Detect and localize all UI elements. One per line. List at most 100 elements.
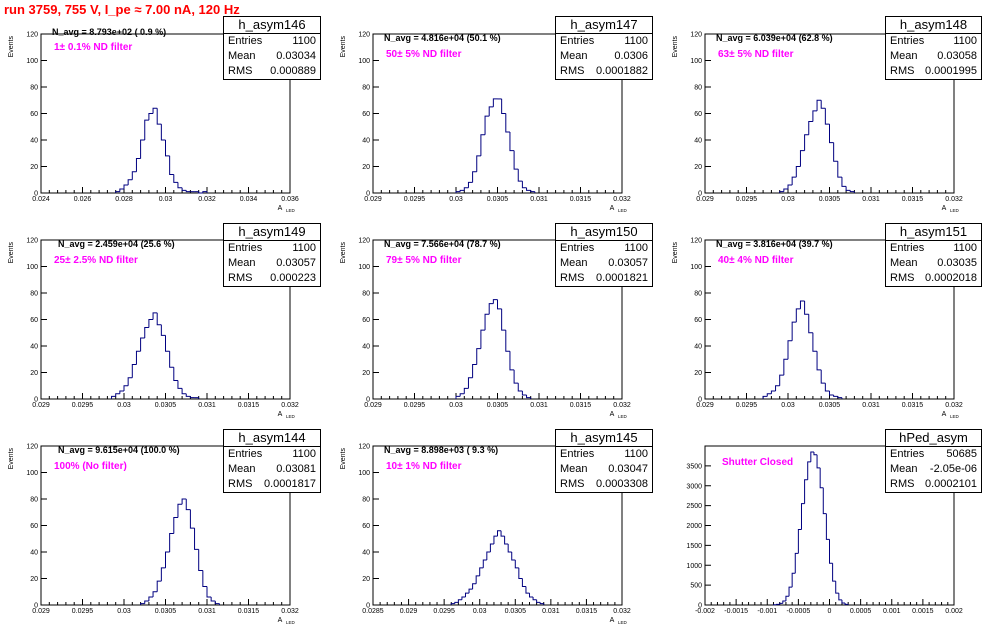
histogram-bin: [506, 114, 510, 133]
stats-label: Mean: [560, 49, 588, 64]
histogram-bin: [502, 99, 506, 114]
stats-label: RMS: [560, 477, 584, 492]
n-avg-label: N_avg = 9.615e+04 (100.0 %): [58, 445, 180, 455]
histogram-bin: [784, 359, 788, 375]
stats-value: 1100: [953, 34, 977, 49]
y-tick-label: 60: [694, 111, 702, 118]
stats-value: 1100: [624, 34, 648, 49]
histogram-bin: [473, 172, 477, 183]
histogram-bin: [788, 185, 792, 189]
x-tick-label: 0.032: [198, 196, 216, 203]
n-avg-label: N_avg = 3.816e+04 (39.7 %): [716, 239, 833, 249]
stats-label: RMS: [228, 477, 252, 492]
stats-value: 0.0002101: [925, 477, 977, 492]
x-axis-label: A: [278, 411, 283, 418]
histogram-bin: [817, 455, 820, 468]
histogram-bin: [846, 186, 850, 190]
n-avg-label: N_avg = 2.459e+04 (25.6 %): [58, 239, 175, 249]
y-tick-label: 60: [30, 523, 38, 530]
histogram-bin: [518, 169, 522, 181]
stats-label: Entries: [228, 241, 262, 256]
y-tick-label: 3500: [686, 463, 702, 470]
histogram-bin: [174, 518, 178, 534]
histogram-bin: [141, 140, 145, 159]
histogram-bins: [456, 99, 535, 193]
y-tick-label: 0: [698, 603, 702, 610]
histogram-bin: [477, 349, 481, 365]
y-tick-label: 0: [366, 603, 370, 610]
histogram-name: h_asym147: [556, 17, 652, 34]
histogram-name: h_asym150: [556, 224, 652, 241]
y-tick-label: 0: [698, 397, 702, 404]
histogram-bin: [821, 100, 825, 108]
x-axis-label: A: [278, 205, 283, 212]
filter-label: 25± 2.5% ND filter: [54, 255, 138, 266]
histogram-bin: [174, 174, 178, 182]
histogram-bin: [174, 367, 178, 380]
y-tick-label: 60: [694, 317, 702, 324]
x-axis-label-subscript: LED: [950, 414, 960, 419]
y-tick-label: 20: [30, 370, 38, 377]
stats-value: 0.0002018: [925, 271, 977, 286]
histogram-bin: [199, 192, 203, 193]
filter-label: 63± 5% ND filter: [718, 49, 794, 60]
histogram-bin: [809, 121, 813, 134]
histogram-bin: [820, 468, 823, 488]
stats-label: Mean: [890, 49, 918, 64]
x-tick-label: 0.03: [781, 402, 795, 409]
histogram-bin: [207, 586, 211, 597]
y-tick-label: 60: [30, 317, 38, 324]
y-tick-label: 1500: [686, 543, 702, 550]
histogram-bin: [481, 330, 485, 349]
stats-value: 0.0001821: [596, 271, 648, 286]
histogram-bin: [136, 159, 140, 172]
histogram-bin: [789, 587, 792, 596]
histogram-bin: [813, 333, 817, 352]
histogram-bin: [166, 335, 170, 351]
histogram-bin: [522, 579, 526, 587]
y-tick-label: 0: [366, 397, 370, 404]
y-tick-label: 0: [34, 603, 38, 610]
y-tick-label: 60: [362, 523, 370, 530]
histogram-bin: [178, 380, 182, 388]
histogram-bin: [132, 172, 136, 180]
x-tick-label: 0.031: [862, 196, 880, 203]
histogram-name: hPed_asym: [886, 430, 981, 447]
histogram-bin: [798, 529, 801, 553]
x-tick-label: -0.001: [757, 608, 777, 615]
stats-value: 1100: [292, 447, 316, 462]
histogram-bin: [468, 378, 472, 389]
y-tick-label: 60: [362, 111, 370, 118]
x-tick-label: 0.03: [117, 402, 131, 409]
histogram-bin: [792, 573, 795, 587]
y-tick-label: 0: [34, 397, 38, 404]
histogram-bin: [489, 304, 493, 315]
stats-value: 0.03081: [276, 462, 316, 477]
y-tick-label: 20: [694, 164, 702, 171]
n-avg-label: N_avg = 6.039e+04 (62.8 %): [716, 33, 833, 43]
y-tick-label: 80: [362, 85, 370, 92]
y-tick-label: 120: [26, 32, 38, 39]
histogram-bin: [771, 391, 775, 394]
histogram-bin: [149, 114, 153, 121]
y-tick-label: 20: [362, 576, 370, 583]
x-tick-label: 0.0315: [570, 196, 592, 203]
histogram-name: h_asym146: [224, 17, 320, 34]
histogram-bin: [485, 116, 489, 135]
histogram-bin: [458, 600, 462, 603]
x-axis-label-subscript: LED: [950, 208, 960, 213]
histogram-bin: [145, 327, 149, 338]
histogram-bin: [186, 499, 190, 510]
histogram-bin: [157, 581, 161, 592]
